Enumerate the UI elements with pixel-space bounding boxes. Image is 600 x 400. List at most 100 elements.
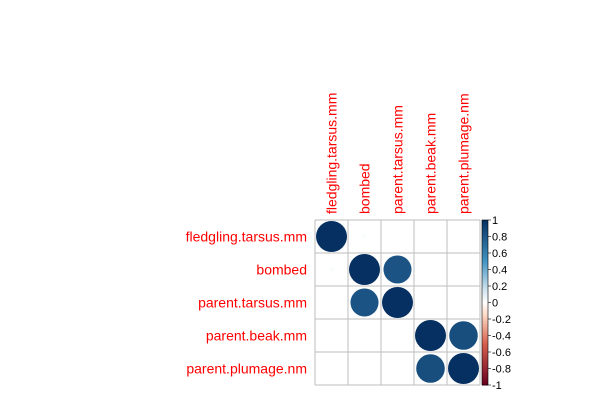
grid [314,219,481,386]
colorbar-tick-label: 1 [492,215,498,227]
colorbar-segment [482,286,488,289]
colorbar-segment [482,339,488,343]
colorbar-segment [482,236,488,240]
colorbar-segment [482,368,488,372]
colorbar-segment [482,275,488,279]
colorbar-segment [482,347,488,351]
colorbar-tick-label: -1 [492,380,502,392]
colorbar-tick-label: 0.6 [492,248,507,260]
colorbar-segment [482,364,488,367]
colorbar-segment [482,234,488,237]
colorbar-segment [482,292,488,295]
colorbar-segment [482,306,488,310]
correlation-circle-parent.beak.mm-parent.plumage.nm [449,321,478,350]
colorbar-segment [482,354,488,357]
colorbar-segment [482,370,488,374]
colorbar-segment [482,220,488,223]
colorbar-segment [482,242,488,246]
colorbar-segment [482,333,488,336]
colorbar-segment [482,310,488,314]
colorbar-tick-label: 0.2 [492,281,507,293]
row-label: parent.beak.mm [206,328,307,344]
colorbar-segment [482,244,488,248]
colorbar-segment [482,226,488,229]
colorbar-segment [482,257,488,260]
colorbar-segment [482,308,488,312]
colorbar-segment [482,277,488,281]
colorbar-segment [482,281,488,285]
correlation-circle-parent.plumage.nm-parent.plumage.nm [448,353,479,384]
colorbar-segment [482,343,488,347]
colorbar-segment [482,380,488,384]
colorbar-segment [482,374,488,378]
colorbar-segment [482,273,488,277]
colorbar-tick-label: 0 [492,298,498,310]
correlation-circle-parent.beak.mm-parent.beak.mm [415,320,446,351]
colorbar-segment [482,329,488,332]
colorbar-segment [482,366,488,369]
colorbar-segment [482,337,488,341]
correlation-circle-fledgling.tarsus.mm-fledgling.tarsus.mm [316,221,347,252]
colorbar-segment [482,230,488,233]
colorbar-tick-label: 0.8 [492,232,507,244]
colorbar: 1 0.8 0.6 0.4 0.2 0 -0.2 -0.4 -0.6 -0.8 -1 [481,215,511,392]
column-labels: fledgling.tarsus.mm bombed parent.tarsus.m… [324,93,472,214]
colorbar-segment [482,345,488,349]
row-labels: fledgling.tarsus.mm bombed parent.tarsus.m… [186,229,307,377]
row-label: parent.plumage.nm [186,361,307,377]
colorbar-segment [482,294,488,297]
colorbar-segment [482,378,488,382]
colorbar-segment [482,300,488,303]
colorbar-segment [482,362,488,365]
colorbar-segment [482,372,488,376]
colorbar-segment [482,238,488,242]
colorbar-segment [482,269,488,273]
colorbar-segment [482,319,488,322]
colorbar-segment [482,222,488,225]
colorbar-segment [482,314,488,318]
colorbar-segment [482,376,488,380]
colorbar-tick-label: -0.4 [492,331,511,343]
colorbar-segment [482,246,488,250]
column-label: parent.beak.mm [423,113,439,214]
colorbar-segment [482,304,488,308]
colorbar-segment [482,352,488,355]
colorbar-segment [482,253,488,256]
colorbar-segment [482,228,488,231]
colorbar-segment [482,259,488,262]
colorbar-tick-label: -0.6 [492,347,511,359]
correlation-circle-parent.plumage.nm-parent.beak.mm [416,354,445,383]
colorbar-segment [482,356,488,359]
colorbar-segment [482,335,488,339]
colorbar-tick-label: 0.4 [492,265,507,277]
colorbar-tick-label: -0.2 [492,314,511,326]
colorbar-segment [482,271,488,275]
column-label: parent.tarsus.mm [390,105,406,214]
correlation-circle-parent.tarsus.mm-parent.tarsus.mm [382,287,413,318]
colorbar-segment [482,360,488,363]
column-label: bombed [357,163,373,214]
column-label: fledgling.tarsus.mm [324,93,340,214]
colorbar-segment [482,290,488,293]
colorbar-segment [482,325,488,328]
row-label: fledgling.tarsus.mm [186,229,307,245]
colorbar-segment [482,279,488,283]
colorbar-segment [482,232,488,235]
correlation-circle-parent.tarsus.mm-bombed [350,288,379,317]
colorbar-segment [482,331,488,334]
correlation-circles [316,221,479,384]
colorbar-segment [482,323,488,326]
correlation-circle-bombed-fledgling.tarsus.mm [329,267,334,272]
colorbar-segment [482,321,488,324]
colorbar-segment [482,327,488,330]
colorbar-segment [482,341,488,345]
colorbar-segment [482,224,488,227]
colorbar-segment [482,288,488,291]
colorbar-segment [482,263,488,266]
colorbar-segment [482,248,488,252]
colorbar-segment [482,250,488,254]
colorbar-segment [482,255,488,258]
colorbar-segment [482,349,488,353]
colorbar-segment [482,382,488,386]
